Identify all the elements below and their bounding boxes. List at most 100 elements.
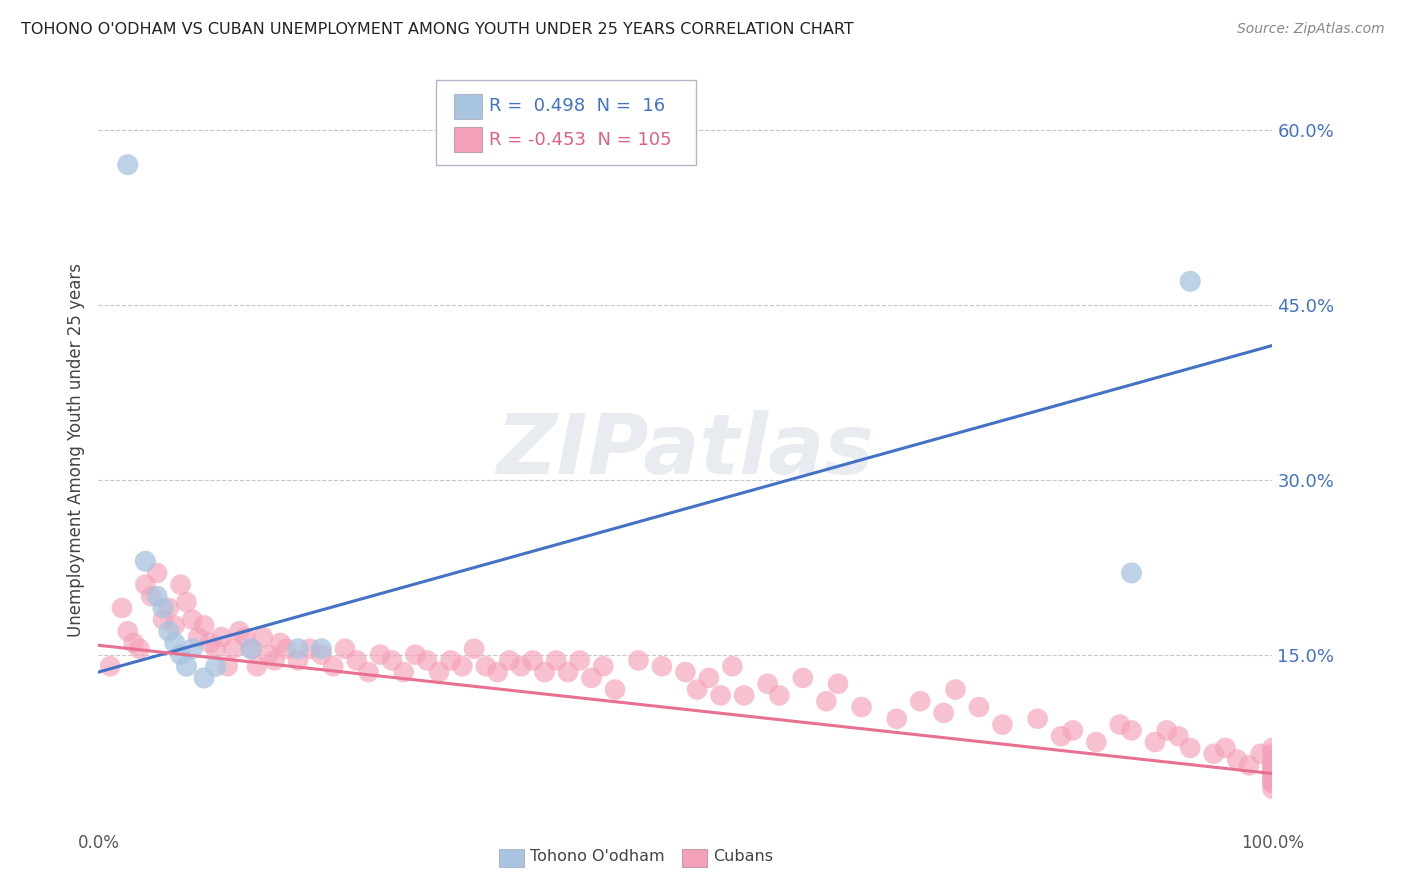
Point: [1108, 717, 1130, 731]
Point: [1026, 712, 1049, 726]
Point: [169, 648, 191, 662]
Text: Tohono O'odham: Tohono O'odham: [530, 849, 665, 864]
Point: [152, 601, 174, 615]
Text: R =  0.498  N =  16: R = 0.498 N = 16: [489, 97, 665, 115]
Text: Cubans: Cubans: [713, 849, 773, 864]
Point: [1180, 274, 1202, 288]
Point: [568, 653, 591, 667]
Point: [733, 689, 755, 703]
Point: [416, 653, 439, 667]
Point: [1261, 776, 1284, 790]
Text: R = -0.453  N = 105: R = -0.453 N = 105: [489, 131, 672, 149]
Point: [122, 636, 145, 650]
Point: [945, 682, 967, 697]
Point: [451, 659, 474, 673]
Point: [603, 682, 626, 697]
Point: [427, 665, 450, 679]
Point: [463, 641, 485, 656]
Point: [152, 613, 174, 627]
Point: [128, 641, 150, 656]
Point: [475, 659, 498, 673]
Point: [187, 630, 209, 644]
Point: [287, 653, 309, 667]
Point: [592, 659, 614, 673]
Point: [233, 630, 256, 644]
Point: [257, 648, 280, 662]
Point: [98, 659, 121, 673]
Point: [991, 717, 1014, 731]
Point: [117, 158, 139, 172]
Point: [252, 630, 274, 644]
Point: [792, 671, 814, 685]
Point: [222, 641, 245, 656]
Point: [157, 601, 180, 615]
Point: [1062, 723, 1084, 738]
Point: [1121, 566, 1143, 580]
Point: [1050, 729, 1073, 743]
Point: [651, 659, 673, 673]
Point: [557, 665, 579, 679]
Point: [1261, 770, 1284, 784]
Point: [627, 653, 650, 667]
Point: [533, 665, 555, 679]
Point: [932, 706, 955, 720]
Point: [276, 641, 298, 656]
Point: [163, 636, 186, 650]
Point: [1261, 758, 1284, 772]
Point: [181, 613, 204, 627]
Point: [1261, 764, 1284, 779]
Point: [686, 682, 709, 697]
Point: [967, 700, 990, 714]
Point: [228, 624, 250, 639]
Point: [1261, 758, 1284, 772]
Point: [1261, 747, 1284, 761]
Point: [908, 694, 931, 708]
Point: [697, 671, 720, 685]
Point: [157, 624, 180, 639]
Point: [1167, 729, 1189, 743]
Point: [141, 589, 163, 603]
Point: [486, 665, 509, 679]
Point: [675, 665, 697, 679]
Point: [1202, 747, 1225, 761]
Point: [134, 554, 156, 568]
Point: [368, 648, 391, 662]
Point: [117, 624, 139, 639]
Y-axis label: Unemployment Among Youth under 25 years: Unemployment Among Youth under 25 years: [66, 263, 84, 638]
Point: [710, 689, 733, 703]
Point: [756, 677, 779, 691]
Point: [1144, 735, 1167, 749]
Point: [404, 648, 426, 662]
Point: [211, 630, 233, 644]
Point: [311, 641, 333, 656]
Point: [357, 665, 380, 679]
Point: [1250, 747, 1272, 761]
Point: [1261, 740, 1284, 755]
Point: [510, 659, 533, 673]
Point: [1215, 740, 1237, 755]
Point: [1180, 740, 1202, 755]
Text: TOHONO O'ODHAM VS CUBAN UNEMPLOYMENT AMONG YOUTH UNDER 25 YEARS CORRELATION CHAR: TOHONO O'ODHAM VS CUBAN UNEMPLOYMENT AMO…: [21, 22, 853, 37]
Point: [146, 566, 169, 580]
Point: [498, 653, 520, 667]
Text: ZIPatlas: ZIPatlas: [496, 410, 875, 491]
Point: [1261, 753, 1284, 767]
Point: [768, 689, 790, 703]
Point: [193, 671, 215, 685]
Point: [886, 712, 908, 726]
Point: [205, 659, 228, 673]
Point: [827, 677, 849, 691]
Point: [522, 653, 544, 667]
Point: [1226, 753, 1249, 767]
Point: [1085, 735, 1108, 749]
Point: [176, 659, 198, 673]
Point: [439, 653, 461, 667]
Point: [240, 641, 263, 656]
Point: [146, 589, 169, 603]
Point: [322, 659, 344, 673]
Point: [217, 659, 239, 673]
Point: [134, 577, 156, 591]
Point: [851, 700, 873, 714]
Text: Source: ZipAtlas.com: Source: ZipAtlas.com: [1237, 22, 1385, 37]
Point: [721, 659, 744, 673]
